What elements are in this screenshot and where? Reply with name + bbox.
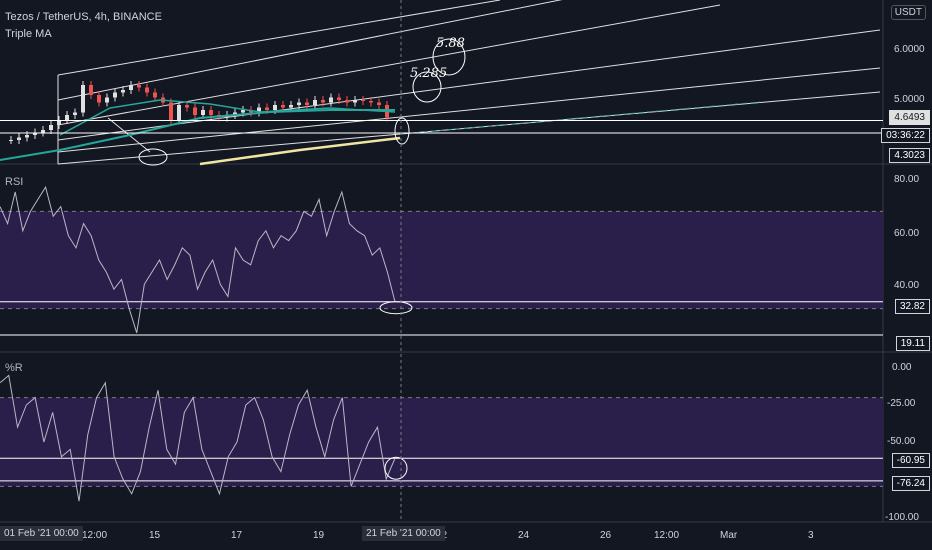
candle [361,100,365,101]
chart-title: Tezos / TetherUS, 4h, BINANCE [5,11,162,23]
candle [169,102,173,120]
rsi-band [0,211,883,309]
candle [145,87,149,93]
support-price-tag: 4.3023 [889,148,930,163]
rsi-line [0,185,396,334]
x-tick-3: 17 [231,530,243,541]
candle [337,97,341,100]
rsi-tick-60: 60.00 [894,228,920,239]
candle [209,110,213,115]
x-tick-8: 12:00 [654,530,680,541]
candle [137,85,141,88]
candle [17,137,21,140]
ma-slow-line [199,136,401,166]
candle [273,105,277,110]
candle [121,90,125,93]
candle [201,110,205,115]
candle [9,140,13,141]
candle [233,112,237,115]
wr-tick-100: -100.00 [885,512,919,523]
x-tick-2: 15 [149,530,161,541]
target-label-1: 5.88 [436,36,465,51]
pitchfork-line [57,67,881,153]
candle [241,110,245,113]
countdown-tag: 03:36:22 [881,128,930,143]
candle [177,105,181,120]
ma-mid-line [59,99,396,136]
rsi-low-tag: 19.11 [895,336,930,351]
candle [185,105,189,108]
x-tick-7: 26 [600,530,612,541]
wr-value-tag: -60.95 [891,453,930,468]
candle [281,105,285,108]
indicator-label[interactable]: Triple MA [5,28,52,40]
candle [65,115,69,120]
candle [297,102,301,105]
candle [345,100,349,103]
candle [89,85,93,95]
candle [313,100,317,105]
candle [81,85,85,113]
candle [369,101,373,103]
current-ellipse [394,117,410,145]
price-tick-5: 5.0000 [894,94,925,105]
pitchfork-line [57,0,563,101]
x-tick-9: Mar [720,530,738,541]
x-tick-6: 24 [518,530,530,541]
candle [257,107,261,113]
candle [265,107,269,110]
candle [97,95,101,103]
wr-line [0,374,396,502]
x-tick-1: 12:00 [82,530,108,541]
target-label-2: 5.285 [410,66,448,81]
x-tick-4: 19 [313,530,325,541]
candle [129,85,133,90]
candle [25,135,29,138]
candle [73,112,77,115]
pitchfork-line [57,0,501,76]
candle [377,102,381,105]
crosshair-date-right: 21 Feb '21 00:00 [362,526,445,541]
x-tick-10: 3 [808,530,814,541]
wr-tick-0: 0.00 [892,362,912,373]
target-ellipse-1 [432,38,466,76]
candle [105,97,109,103]
candle [321,100,325,103]
rsi-ellipse [379,301,413,315]
current-price-tag: 4.6493 [889,110,930,125]
wr-tick-25: -25.00 [887,398,916,409]
rsi-tick-80: 80.00 [894,174,920,185]
rsi-pane-label: RSI [5,176,24,188]
candle [153,92,157,98]
candle [57,120,61,125]
price-tick-6: 6.0000 [894,44,925,55]
target-ellipse-2 [412,71,442,103]
crosshair-date-left: 01 Feb '21 00:00 [0,526,83,541]
candle [49,125,53,130]
candle [33,132,37,135]
pitchfork-line [57,4,721,126]
rsi-tick-40: 40.00 [894,280,920,291]
candle [113,92,117,98]
candle [193,107,197,115]
candle [305,102,309,105]
candle [289,105,293,108]
ma-fast-line [0,109,395,161]
rsi-value-tag: 32.82 [894,299,930,314]
wr-tick-50: -50.00 [887,436,916,447]
candle [353,100,357,103]
wr-band [0,397,883,487]
wr-pane-label: %R [5,362,23,374]
low-ellipse [138,148,168,166]
wr-ellipse [384,456,408,480]
pitchfork-line [57,29,881,141]
candle [329,97,333,103]
candle [41,130,45,133]
wr-low-tag: -76.24 [891,476,930,491]
currency-badge[interactable]: USDT [890,5,926,20]
